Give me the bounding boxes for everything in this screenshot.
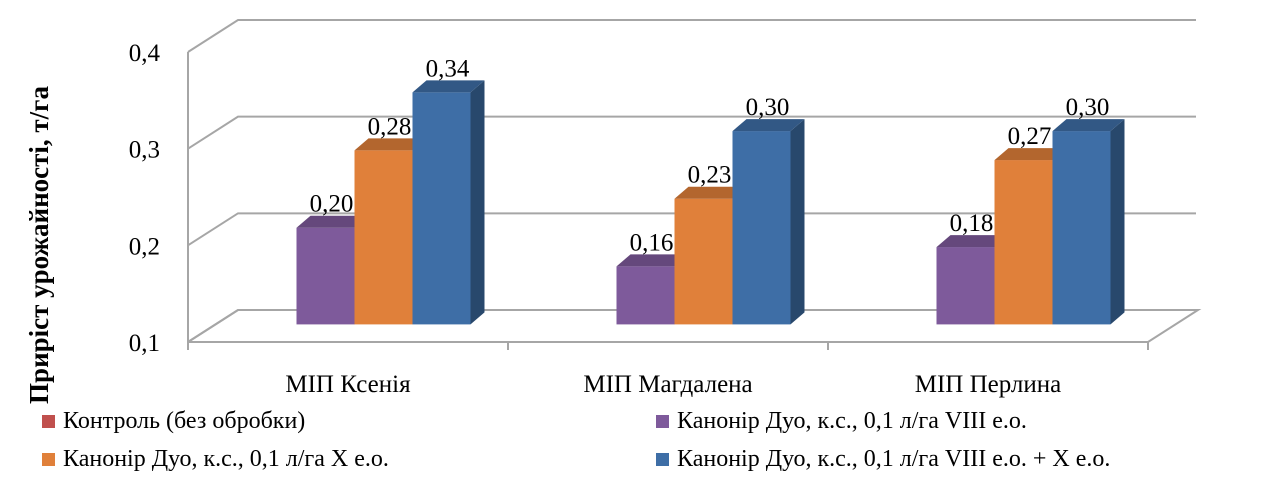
bar-value-label: 0,20 xyxy=(310,191,354,218)
bar-top xyxy=(1052,119,1125,132)
bar xyxy=(936,247,995,325)
bar-value-label: 0,18 xyxy=(950,210,994,237)
gridline xyxy=(187,212,1196,247)
bar-top xyxy=(616,254,689,267)
bar-value-label: 0,34 xyxy=(426,55,470,82)
x-axis-ticks: МІП Ксенія МІП Магдалена МІП Перлина xyxy=(187,342,1149,398)
bar-side xyxy=(790,119,805,325)
bar xyxy=(674,198,733,325)
bar-top xyxy=(674,186,747,199)
y-tick-label: 0,1 xyxy=(129,330,160,357)
bar-side xyxy=(470,80,485,325)
y-tick-label: 0,3 xyxy=(129,137,160,164)
bar xyxy=(296,227,355,325)
data-labels: 0,20 0,28 0,34 0,16 0,23 0,30 0,18 0,27 0,30 xyxy=(310,55,1110,256)
chart-gridlines xyxy=(187,19,1202,343)
bar-value-label: 0,28 xyxy=(368,113,412,140)
bar-value-label: 0,30 xyxy=(1066,94,1110,121)
bar-top xyxy=(994,148,1067,161)
x-tick-label: МІП Перлина xyxy=(915,371,1062,398)
bar-top xyxy=(354,138,427,151)
bar-value-label: 0,27 xyxy=(1008,123,1052,150)
bar-top xyxy=(936,235,1009,248)
bar-top xyxy=(296,215,369,228)
bar xyxy=(1052,131,1111,325)
bar xyxy=(354,150,413,325)
y-tick-label: 0,2 xyxy=(129,233,160,260)
bar xyxy=(732,131,791,325)
bar-side xyxy=(1110,119,1125,325)
x-tick-label: МІП Ксенія xyxy=(285,371,411,398)
bar xyxy=(412,92,471,325)
gridline xyxy=(187,19,1196,53)
bar-top xyxy=(732,119,805,132)
bar xyxy=(994,160,1053,325)
bar-top xyxy=(412,80,485,93)
bar-value-label: 0,30 xyxy=(746,94,790,121)
bar xyxy=(616,266,675,325)
bar-value-label: 0,16 xyxy=(630,229,674,256)
y-axis-label: Приріст урожайності, т/га xyxy=(24,86,54,404)
y-axis-ticks: 0,1 0,2 0,3 0,4 xyxy=(129,40,161,357)
bar-value-label: 0,23 xyxy=(688,162,732,189)
y-tick-label: 0,4 xyxy=(129,40,161,67)
x-tick-label: МІП Магдалена xyxy=(583,371,752,398)
gridline xyxy=(187,115,1196,150)
chart-bars xyxy=(296,80,1125,325)
